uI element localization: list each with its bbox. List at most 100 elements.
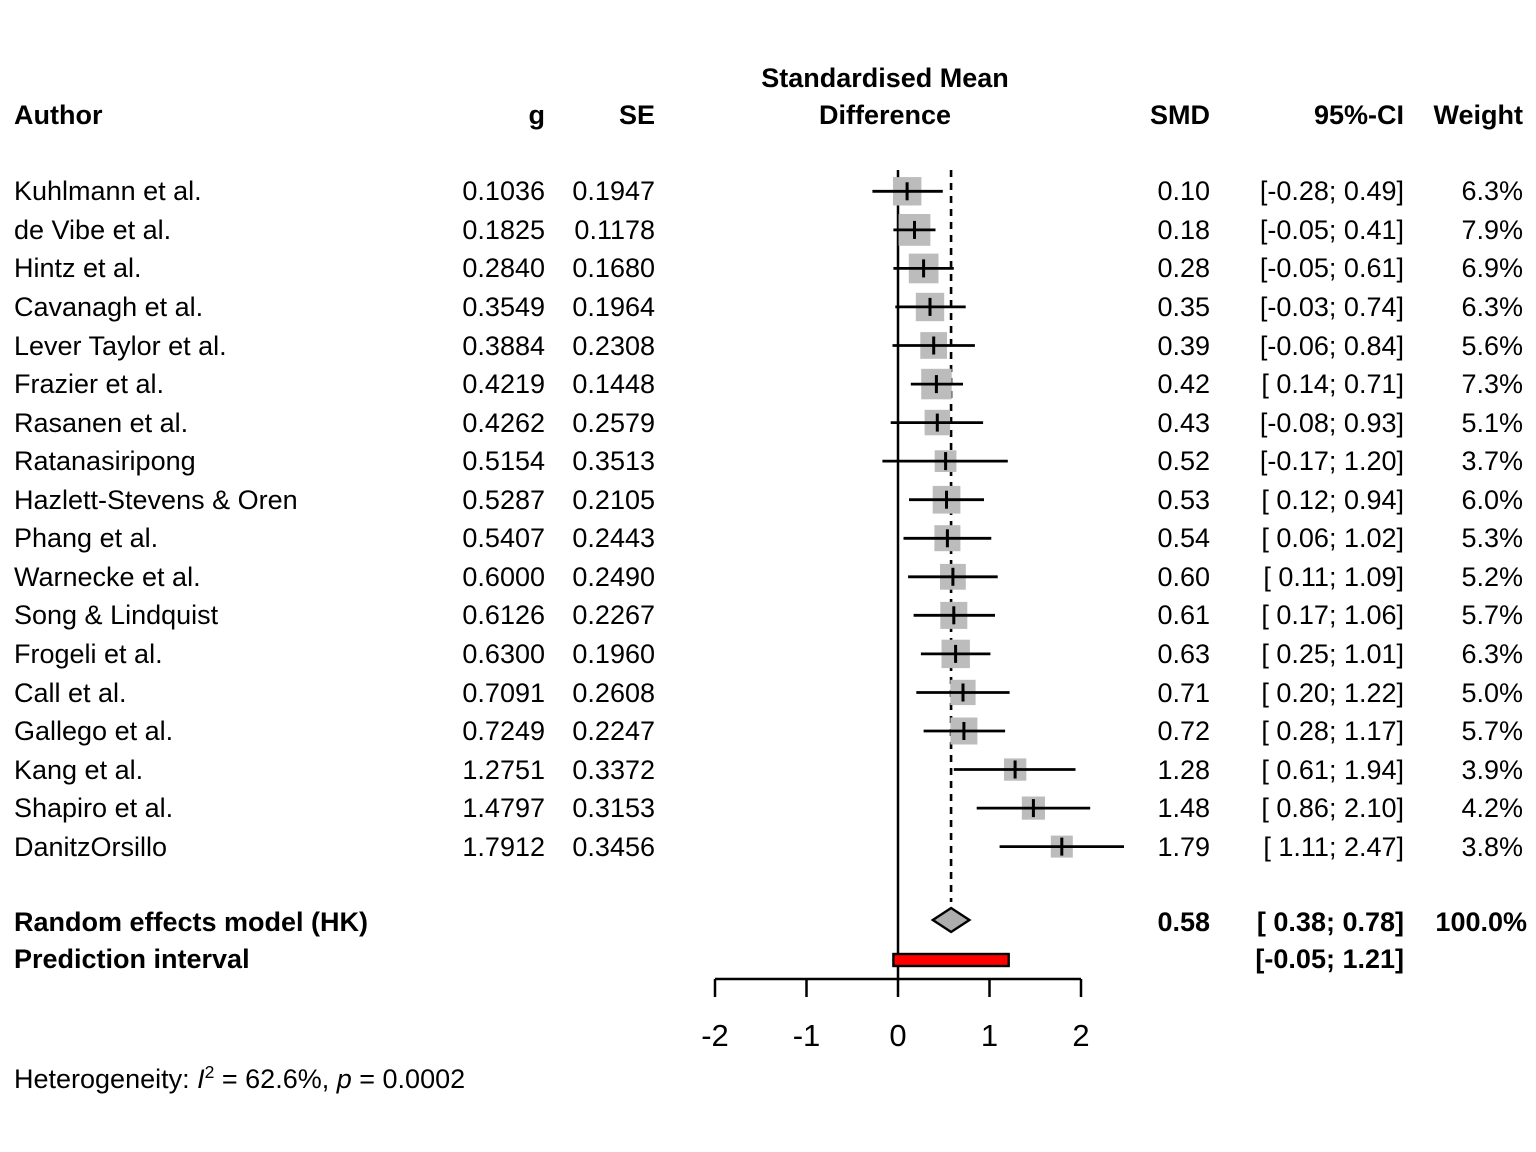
summary-label: Random effects model (HK) — [14, 907, 369, 937]
study-se: 0.1178 — [574, 214, 655, 245]
heterogeneity-note: Heterogeneity: I2 = 62.6%, p = 0.0002 — [14, 1053, 465, 1094]
study-author: DanitzOrsillo — [14, 831, 168, 862]
point-estimate-tick — [1013, 760, 1017, 779]
het-i2-value: = 62.6%, — [214, 1064, 337, 1094]
point-estimate-tick — [1060, 837, 1064, 856]
study-se: 0.2105 — [572, 484, 655, 515]
study-smd: 0.10 — [1157, 176, 1210, 207]
study-weight: 5.7% — [1461, 716, 1523, 746]
study-ci: [ 0.61; 1.94] — [1261, 754, 1404, 785]
study-se: 0.3456 — [572, 831, 655, 862]
study-author: de Vibe et al. — [14, 214, 172, 245]
study-smd: 0.35 — [1157, 291, 1210, 322]
study-weight: 7.9% — [1461, 214, 1523, 245]
study-g: 0.4262 — [462, 407, 545, 438]
study-se: 0.3513 — [572, 446, 655, 477]
study-se: 0.2490 — [572, 561, 655, 592]
study-weight: 6.0% — [1461, 484, 1523, 515]
col-header-author: Author — [14, 100, 103, 130]
point-estimate-tick — [934, 375, 938, 394]
study-smd: 0.63 — [1157, 638, 1210, 669]
study-se: 0.1960 — [572, 638, 655, 669]
study-g: 0.6126 — [462, 600, 545, 631]
point-estimate-tick — [952, 606, 956, 625]
het-prefix: Heterogeneity: — [14, 1064, 198, 1094]
study-g: 0.1036 — [462, 176, 545, 207]
study-smd: 0.42 — [1157, 369, 1210, 400]
study-ci: [ 0.17; 1.06] — [1261, 600, 1404, 631]
col-header-ci: 95%-CI — [1313, 100, 1404, 130]
col-header-se: SE — [618, 100, 655, 130]
study-g: 0.5407 — [462, 523, 545, 554]
study-smd: 0.61 — [1157, 600, 1210, 631]
study-author: Lever Taylor et al. — [14, 330, 227, 361]
study-author: Kang et al. — [14, 754, 144, 785]
study-ci: [-0.05; 0.61] — [1259, 253, 1404, 284]
study-smd: 0.39 — [1157, 330, 1210, 361]
study-ci: [-0.03; 0.74] — [1259, 291, 1404, 322]
study-author: Song & Lindquist — [14, 600, 219, 631]
col-header-weight: Weight — [1433, 100, 1524, 130]
study-author: Shapiro et al. — [14, 793, 174, 824]
study-ci: [ 0.11; 1.09] — [1263, 561, 1404, 592]
study-weight: 5.2% — [1461, 561, 1523, 592]
col-header-g: g — [528, 100, 546, 130]
study-weight: 5.0% — [1461, 677, 1523, 708]
study-author: Hazlett-Stevens & Oren — [14, 484, 298, 515]
col-header-smd: SMD — [1150, 100, 1210, 130]
study-ci: [ 0.25; 1.01] — [1261, 638, 1404, 669]
plot-title-line2: Difference — [818, 100, 952, 130]
study-g: 0.4219 — [462, 369, 545, 400]
point-estimate-tick — [913, 220, 916, 239]
study-weight: 5.3% — [1461, 523, 1523, 554]
study-g: 0.7249 — [462, 716, 545, 746]
study-g: 0.2840 — [462, 253, 545, 284]
study-ci: [ 0.14; 0.71] — [1261, 369, 1404, 400]
summary-weight: 100.0% — [1435, 907, 1527, 937]
study-se: 0.2247 — [572, 716, 655, 746]
het-i-exponent: 2 — [204, 1062, 215, 1082]
x-axis-tick-label: -2 — [701, 1018, 729, 1053]
study-se: 0.2579 — [572, 407, 655, 438]
study-author: Hintz et al. — [14, 253, 142, 284]
study-weight: 5.6% — [1461, 330, 1523, 361]
study-ci: [ 0.28; 1.17] — [1261, 716, 1404, 746]
study-smd: 0.72 — [1157, 716, 1210, 746]
study-se: 0.2267 — [572, 600, 655, 631]
study-author: Ratanasiripong — [14, 446, 196, 477]
point-estimate-tick — [932, 336, 936, 355]
study-se: 0.1964 — [572, 291, 655, 322]
study-se: 0.2443 — [572, 523, 655, 554]
point-estimate-tick — [951, 567, 955, 586]
study-author: Kuhlmann et al. — [14, 176, 202, 207]
het-i-symbol: I — [197, 1064, 205, 1094]
point-estimate-tick — [945, 529, 949, 548]
study-se: 0.2308 — [572, 330, 655, 361]
study-ci: [ 0.12; 0.94] — [1261, 484, 1404, 515]
study-g: 0.7091 — [462, 677, 545, 708]
study-ci: [ 0.86; 2.10] — [1261, 793, 1404, 824]
study-g: 0.5154 — [462, 446, 545, 477]
prediction-ci: [-0.05; 1.21] — [1255, 944, 1404, 974]
study-weight: 3.8% — [1461, 831, 1523, 862]
study-smd: 1.79 — [1157, 831, 1210, 862]
point-estimate-tick — [935, 413, 939, 432]
study-author: Cavanagh et al. — [14, 291, 204, 322]
study-g: 1.2751 — [462, 754, 545, 785]
study-g: 0.3549 — [462, 291, 545, 322]
study-se: 0.3153 — [572, 793, 655, 824]
study-smd: 0.28 — [1157, 253, 1210, 284]
study-g: 1.7912 — [462, 831, 545, 862]
study-weight: 6.3% — [1461, 291, 1523, 322]
study-weight: 4.2% — [1461, 793, 1523, 824]
study-g: 0.6300 — [462, 638, 545, 669]
study-weight: 5.1% — [1461, 407, 1523, 438]
study-g: 0.1825 — [462, 214, 545, 245]
study-author: Call et al. — [14, 677, 127, 708]
study-se: 0.2608 — [572, 677, 655, 708]
x-axis-tick-label: -1 — [793, 1018, 821, 1053]
study-smd: 1.28 — [1157, 754, 1210, 785]
point-estimate-tick — [961, 683, 965, 702]
study-se: 0.3372 — [572, 754, 655, 785]
